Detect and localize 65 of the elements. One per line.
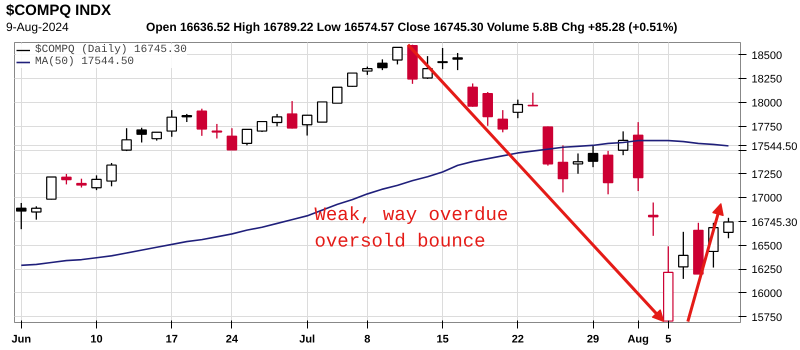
y-tick-label: 16250 xyxy=(752,264,782,276)
y-tick-label: 17544.50 xyxy=(752,140,798,153)
legend-label: $COMPQ (Daily) 16745.30 xyxy=(35,44,187,56)
y-tick-label: 15750 xyxy=(752,312,782,324)
candlestick xyxy=(528,92,538,107)
candlestick xyxy=(106,162,117,187)
y-tick-label: 18500 xyxy=(752,50,782,62)
candlestick xyxy=(723,217,734,239)
candlestick xyxy=(437,47,448,70)
candlestick xyxy=(16,202,27,230)
candlestick xyxy=(61,173,72,186)
candlestick xyxy=(272,113,282,127)
x-tick-label: 24 xyxy=(226,334,239,346)
candlestick xyxy=(91,174,102,191)
chart-subtitle: 9-Aug-2024 xyxy=(6,19,70,36)
y-tick-label: 16000 xyxy=(752,288,782,300)
y-tick-label: 18000 xyxy=(752,98,782,110)
candlestick xyxy=(347,72,358,88)
y-tick-label: 17250 xyxy=(752,168,782,181)
candlestick xyxy=(212,123,222,140)
x-tick-label: 5 xyxy=(665,334,672,346)
candlestick xyxy=(166,109,177,138)
candlestick xyxy=(256,120,268,133)
candlestick xyxy=(302,114,312,136)
x-tick-label: 10 xyxy=(90,334,103,346)
y-tick-label: 16745.30 xyxy=(752,216,798,229)
candlestick xyxy=(121,128,132,152)
x-tick-label: 22 xyxy=(512,334,524,346)
candlestick xyxy=(196,108,208,136)
candlestick xyxy=(136,127,147,144)
x-tick-label: Jul xyxy=(299,334,316,346)
candlestick xyxy=(467,82,478,108)
candlestick xyxy=(498,109,508,133)
candlestick xyxy=(316,101,328,123)
candlestick xyxy=(572,152,584,174)
x-tick-label: 8 xyxy=(364,334,370,346)
candlestick xyxy=(377,58,388,71)
candlestick xyxy=(286,100,298,130)
line-series xyxy=(20,140,730,266)
y-tick-label: 18250 xyxy=(752,74,782,86)
x-tick-label: 17 xyxy=(166,334,178,346)
annotation: Weak, way overdue oversold bounce xyxy=(314,204,508,252)
x-tick-label: Jun xyxy=(11,334,32,346)
x-tick-label: 29 xyxy=(586,334,600,346)
candlestick xyxy=(392,46,403,66)
x-tick-label: 15 xyxy=(436,334,449,346)
candlestick xyxy=(512,98,524,119)
candlestick xyxy=(648,202,658,236)
candlestick xyxy=(558,144,568,194)
text: Open 16636.52 High 16789.22 Low 16574.57 Close 16745.30 Volume 5.8B Chg +85.28 (+0.51%) xyxy=(146,19,678,36)
candlestick xyxy=(332,86,343,104)
legend-label: MA(50) 17544.50 xyxy=(35,56,134,68)
candlestick xyxy=(588,145,598,168)
candlestick xyxy=(242,128,252,146)
candlestick xyxy=(31,206,42,220)
candlestick xyxy=(482,91,493,126)
candlestick xyxy=(46,176,57,200)
candlestick xyxy=(678,231,689,280)
x-tick-label: Aug xyxy=(627,334,649,346)
chart-title: $COMPQ INDX xyxy=(6,2,112,19)
y-tick-label: 16500 xyxy=(752,240,782,252)
y-tick-label: 17750 xyxy=(752,121,782,134)
y-tick-label: 17000 xyxy=(752,192,782,205)
candlestick xyxy=(452,52,463,71)
candlestick xyxy=(226,128,238,151)
